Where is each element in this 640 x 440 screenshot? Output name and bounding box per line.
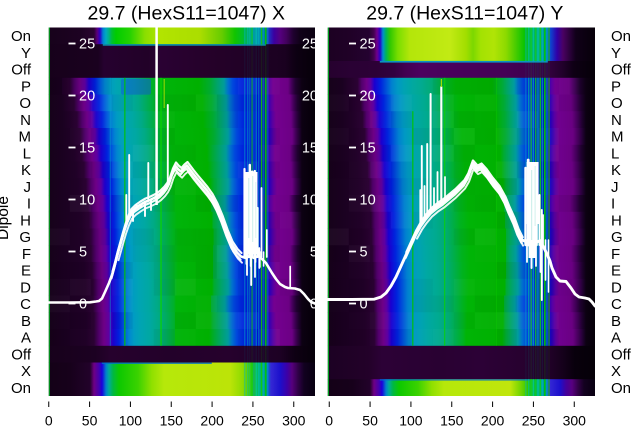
svg-text:Y: Y	[611, 45, 621, 62]
svg-text:F: F	[22, 246, 31, 263]
svg-text:On: On	[11, 380, 31, 397]
svg-text:J: J	[24, 179, 32, 196]
svg-text:300: 300	[282, 413, 306, 429]
svg-text:Y: Y	[21, 45, 31, 62]
svg-text:J: J	[611, 179, 619, 196]
svg-text:On: On	[611, 28, 631, 45]
svg-text:F: F	[611, 246, 620, 263]
svg-text:5: 5	[360, 245, 368, 261]
svg-text:N: N	[20, 112, 31, 129]
svg-text:D: D	[20, 279, 31, 296]
svg-text:N: N	[611, 112, 622, 129]
svg-text:29.7 (HexS11=1047) X: 29.7 (HexS11=1047) X	[88, 2, 285, 24]
svg-text:200: 200	[200, 413, 224, 429]
svg-text:0: 0	[360, 297, 368, 313]
svg-text:25: 25	[302, 37, 318, 53]
svg-text:50: 50	[82, 413, 98, 429]
svg-text:L: L	[611, 145, 619, 162]
svg-text:Off: Off	[611, 346, 632, 363]
svg-text:15: 15	[79, 141, 95, 157]
svg-text:M: M	[19, 129, 32, 146]
svg-text:0: 0	[310, 297, 318, 313]
svg-text:50: 50	[362, 413, 378, 429]
svg-text:20: 20	[360, 89, 376, 105]
svg-text:25: 25	[79, 37, 95, 53]
svg-text:X: X	[611, 363, 621, 380]
svg-text:250: 250	[241, 413, 265, 429]
svg-text:A: A	[611, 330, 621, 347]
svg-text:25: 25	[360, 37, 376, 53]
svg-text:Off: Off	[611, 62, 632, 79]
svg-text:H: H	[20, 212, 31, 229]
svg-text:29.7 (HexS11=1047) Y: 29.7 (HexS11=1047) Y	[366, 2, 563, 24]
svg-text:O: O	[611, 95, 623, 112]
svg-text:B: B	[611, 313, 621, 330]
svg-text:Dipole: Dipole	[0, 196, 12, 240]
svg-text:0: 0	[325, 413, 333, 429]
svg-text:P: P	[21, 78, 31, 95]
svg-text:A: A	[21, 330, 31, 347]
svg-text:20: 20	[79, 89, 95, 105]
svg-text:15: 15	[360, 141, 376, 157]
svg-text:200: 200	[481, 413, 505, 429]
svg-text:E: E	[21, 263, 31, 280]
svg-text:15: 15	[302, 141, 318, 157]
svg-text:0: 0	[45, 413, 53, 429]
svg-text:20: 20	[302, 89, 318, 105]
svg-text:L: L	[23, 145, 31, 162]
svg-text:On: On	[611, 380, 631, 397]
svg-text:B: B	[21, 313, 31, 330]
svg-text:G: G	[611, 229, 623, 246]
svg-text:300: 300	[563, 413, 587, 429]
svg-text:5: 5	[310, 245, 318, 261]
svg-text:K: K	[611, 162, 621, 179]
svg-text:C: C	[20, 296, 31, 313]
svg-text:Off: Off	[11, 346, 32, 363]
svg-text:G: G	[19, 229, 31, 246]
svg-text:H: H	[611, 212, 622, 229]
svg-text:5: 5	[79, 245, 87, 261]
svg-text:M: M	[611, 129, 624, 146]
svg-text:I: I	[611, 196, 615, 213]
svg-text:C: C	[611, 296, 622, 313]
svg-text:150: 150	[160, 413, 184, 429]
svg-text:10: 10	[79, 193, 95, 209]
svg-text:10: 10	[360, 193, 376, 209]
svg-text:100: 100	[399, 413, 423, 429]
svg-text:K: K	[21, 162, 31, 179]
svg-text:On: On	[11, 28, 31, 45]
svg-text:E: E	[611, 263, 621, 280]
svg-text:150: 150	[440, 413, 464, 429]
svg-text:I: I	[27, 196, 31, 213]
svg-text:0: 0	[79, 297, 87, 313]
svg-text:P: P	[611, 78, 621, 95]
svg-text:10: 10	[302, 193, 318, 209]
svg-text:250: 250	[522, 413, 546, 429]
svg-text:O: O	[19, 95, 31, 112]
svg-text:X: X	[21, 363, 31, 380]
svg-text:D: D	[611, 279, 622, 296]
svg-text:Off: Off	[11, 62, 32, 79]
svg-text:100: 100	[119, 413, 143, 429]
